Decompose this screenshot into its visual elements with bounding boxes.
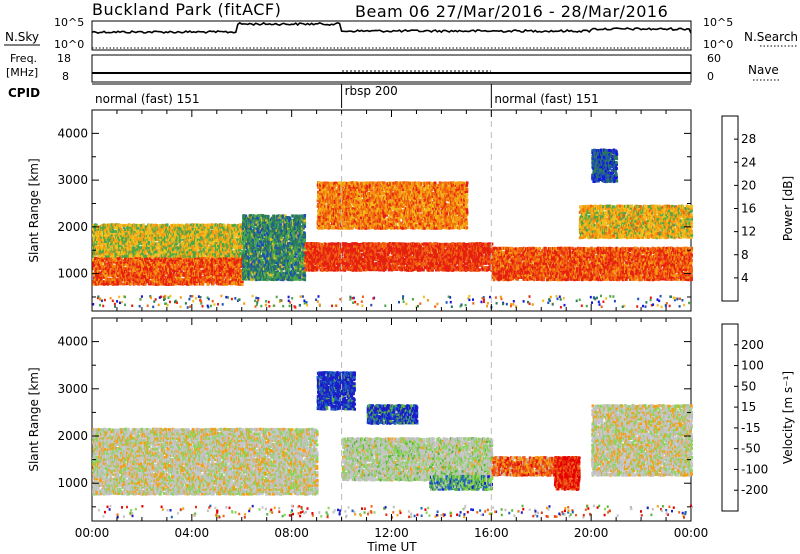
data-cell [120, 259, 123, 262]
station-title: Buckland Park (fitACF) [92, 0, 281, 19]
beam-date-title: Beam 06 27/Mar/2016 - 28/Mar/2016 [355, 2, 668, 21]
cpid-segment-label: rbsp 200 [345, 84, 398, 98]
nsky-strip: N.Sky 10^5 10^0 10^5 10^0 N.Search [4, 16, 798, 51]
nsky-tick-high: 10^5 [54, 16, 84, 29]
data-cell [196, 283, 199, 286]
nsearch-tick-high: 10^5 [703, 16, 733, 29]
nave-label: Nave [748, 63, 779, 77]
nave-tick-low: 0 [707, 70, 714, 83]
cpid-segment-label: normal (fast) 151 [494, 92, 598, 106]
nsky-line [92, 23, 691, 33]
nsky-label: N.Sky [5, 30, 39, 44]
freq-tick-low: 8 [62, 70, 69, 83]
radar-summary-figure: Buckland Park (fitACF) Beam 06 27/Mar/20… [0, 0, 800, 554]
freq-label: Freq. [10, 52, 37, 65]
nsearch-label: N.Search [744, 30, 798, 44]
cpid-segment-label: normal (fast) 151 [95, 92, 199, 106]
nsearch-tick-low: 10^0 [703, 38, 733, 51]
cpid-label: CPID [8, 86, 40, 100]
freq-tick-high: 18 [57, 52, 71, 65]
freq-unit: [MHz] [6, 66, 38, 79]
nave-tick-high: 60 [707, 52, 721, 65]
data-cell [241, 283, 244, 286]
cpid-strip: CPID normal (fast) 151 rbsp 200 normal (fa… [8, 84, 691, 108]
freq-strip: Freq. [MHz] 18 8 60 0 Nave [6, 52, 780, 83]
nsky-tick-low: 10^0 [54, 38, 84, 51]
